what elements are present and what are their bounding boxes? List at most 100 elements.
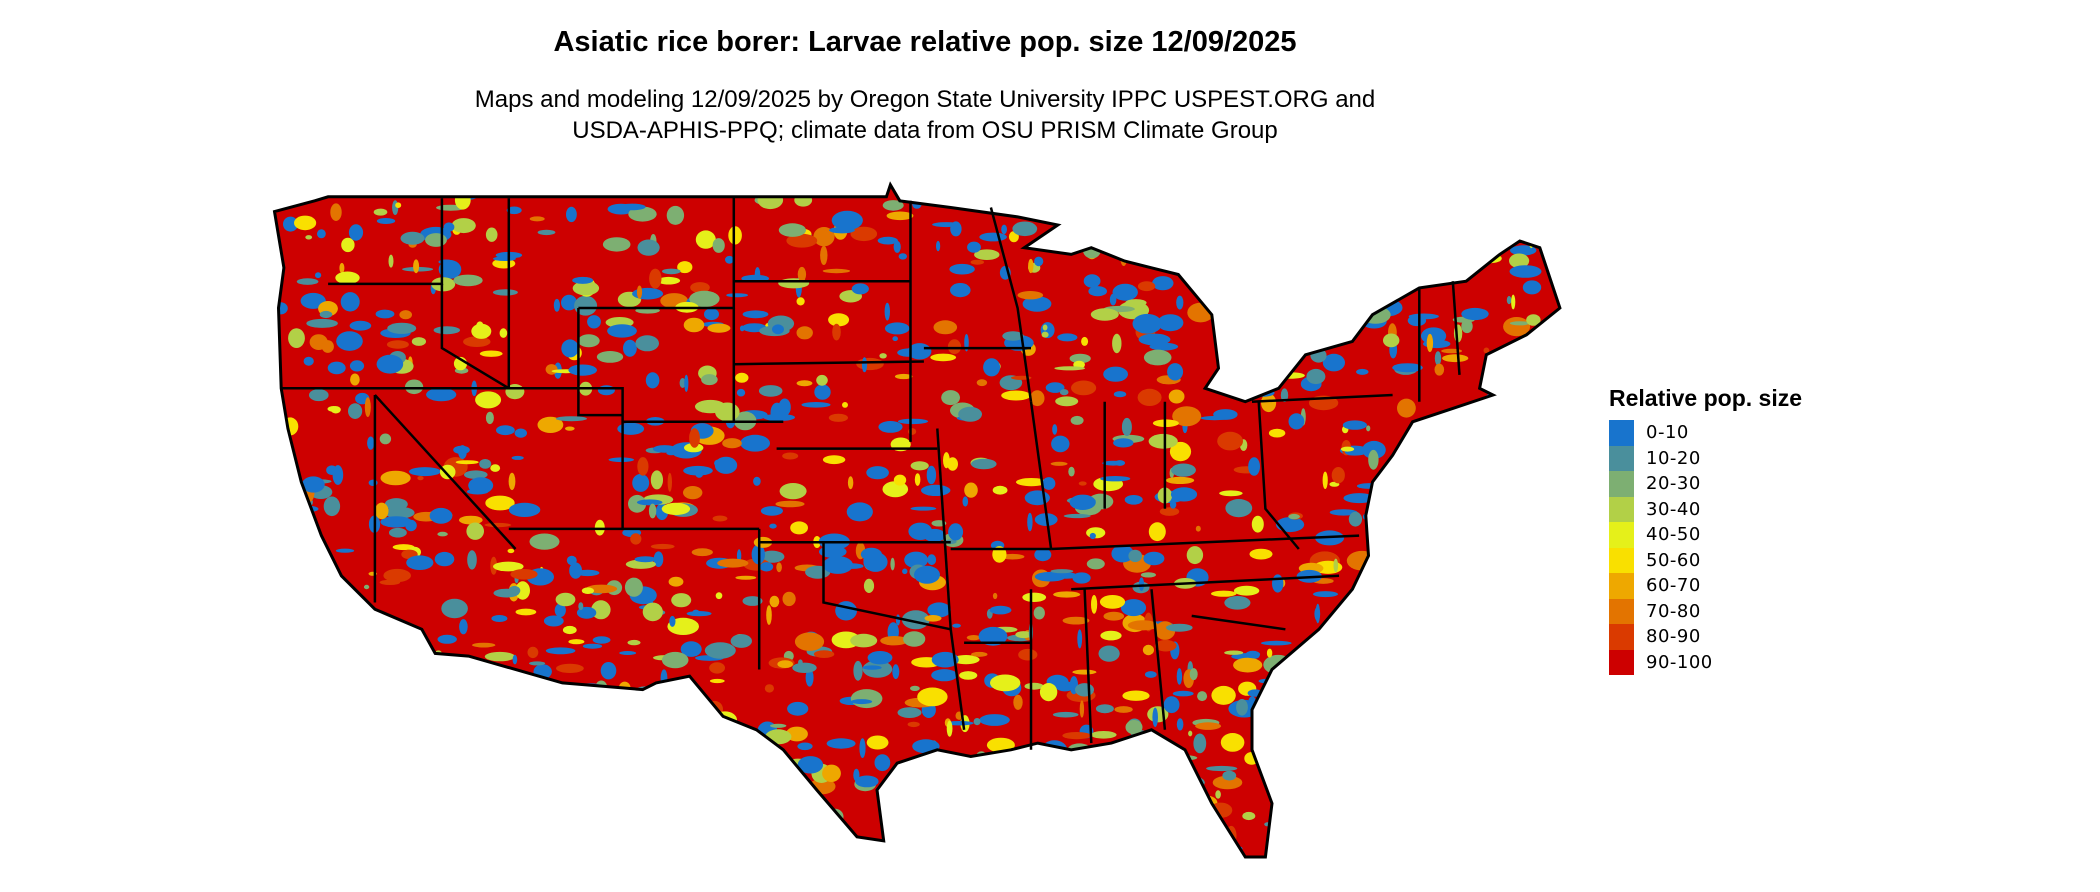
raster-blob <box>739 325 745 332</box>
raster-blob <box>562 625 577 635</box>
raster-blob <box>331 584 343 591</box>
raster-blob <box>709 662 725 674</box>
map-subtitle: Maps and modeling 12/09/2025 by Oregon S… <box>0 84 1850 146</box>
raster-blob <box>1204 184 1219 189</box>
raster-blob <box>349 360 365 372</box>
raster-blob <box>754 267 761 282</box>
raster-blob <box>468 691 482 704</box>
raster-blob <box>305 235 313 240</box>
legend-item: 50-60 <box>1609 547 1802 573</box>
raster-blob <box>274 737 303 746</box>
raster-blob <box>1128 196 1150 211</box>
raster-blob <box>1322 471 1328 489</box>
raster-blob <box>298 564 329 569</box>
raster-blob <box>324 184 352 191</box>
raster-blob <box>1148 433 1178 449</box>
raster-blob <box>1442 697 1450 716</box>
raster-blob <box>1039 683 1058 702</box>
raster-blob <box>891 860 914 878</box>
raster-blob <box>1002 331 1024 341</box>
raster-blob <box>345 708 360 716</box>
raster-blob <box>380 868 406 881</box>
raster-blob <box>1378 810 1396 822</box>
raster-blob <box>511 455 524 460</box>
raster-blob <box>1274 832 1291 843</box>
raster-blob <box>1280 388 1289 403</box>
raster-blob <box>1019 843 1033 848</box>
raster-blob <box>635 335 659 352</box>
raster-blob <box>1453 723 1480 737</box>
raster-blob <box>1392 842 1399 858</box>
raster-blob <box>1522 280 1542 295</box>
raster-blob <box>1086 558 1105 570</box>
raster-blob <box>1176 718 1184 731</box>
raster-blob <box>389 527 407 538</box>
raster-blob <box>387 322 417 334</box>
raster-blob <box>1172 690 1194 697</box>
raster-blob <box>1189 668 1198 681</box>
raster-blob <box>949 842 964 849</box>
raster-blob <box>1262 294 1269 307</box>
raster-blob <box>1460 644 1470 660</box>
raster-blob <box>382 756 399 776</box>
raster-blob <box>910 685 920 692</box>
raster-blob <box>581 866 611 878</box>
raster-blob <box>1033 606 1045 620</box>
raster-blob <box>1169 441 1192 462</box>
raster-blob <box>543 615 564 627</box>
raster-blob <box>683 486 703 500</box>
raster-blob <box>858 865 884 878</box>
raster-blob <box>798 844 826 858</box>
raster-blob <box>787 782 811 801</box>
raster-blob <box>851 283 869 295</box>
raster-blob <box>1385 200 1409 221</box>
raster-blob <box>786 233 818 248</box>
raster-blob <box>1169 501 1177 509</box>
raster-blob <box>1061 790 1069 795</box>
raster-blob <box>797 742 813 751</box>
raster-blob <box>1510 669 1531 687</box>
raster-blob <box>1384 275 1409 285</box>
raster-blob <box>1233 212 1239 222</box>
raster-blob <box>1392 363 1423 373</box>
raster-blob <box>1468 640 1496 659</box>
raster-blob <box>764 684 775 693</box>
raster-blob <box>1078 481 1087 486</box>
raster-blob <box>1382 701 1397 719</box>
raster-blob <box>475 391 502 409</box>
raster-blob <box>529 533 560 550</box>
raster-blob <box>695 230 716 249</box>
raster-blob <box>1050 461 1068 466</box>
raster-blob <box>1114 706 1133 713</box>
raster-blob <box>344 683 367 694</box>
raster-blob <box>1068 466 1075 477</box>
raster-blob <box>330 655 347 672</box>
raster-blob <box>1310 865 1331 878</box>
raster-blob <box>1298 217 1305 223</box>
raster-blob <box>1503 787 1533 805</box>
raster-blob <box>1476 437 1487 448</box>
raster-blob <box>1071 380 1097 396</box>
raster-blob <box>363 584 370 590</box>
raster-blob <box>1217 431 1243 451</box>
raster-blob <box>1018 648 1038 661</box>
raster-blob <box>1206 765 1238 772</box>
raster-blob <box>1299 785 1307 803</box>
raster-blob <box>1039 749 1052 757</box>
raster-blob <box>777 660 793 668</box>
raster-blob <box>736 388 746 397</box>
raster-blob <box>1362 440 1386 459</box>
raster-blob <box>306 318 338 328</box>
raster-blob <box>1042 324 1048 331</box>
raster-blob <box>1203 223 1214 242</box>
raster-blob <box>1259 228 1281 237</box>
legend-item: 0-10 <box>1609 420 1802 446</box>
raster-blob <box>485 411 494 425</box>
raster-blob <box>1542 408 1551 421</box>
state-boundary <box>733 360 924 366</box>
raster-blob <box>297 868 317 884</box>
raster-blob <box>602 237 631 252</box>
raster-blob <box>952 655 980 665</box>
raster-blob <box>1034 571 1066 582</box>
raster-blob <box>962 496 969 507</box>
